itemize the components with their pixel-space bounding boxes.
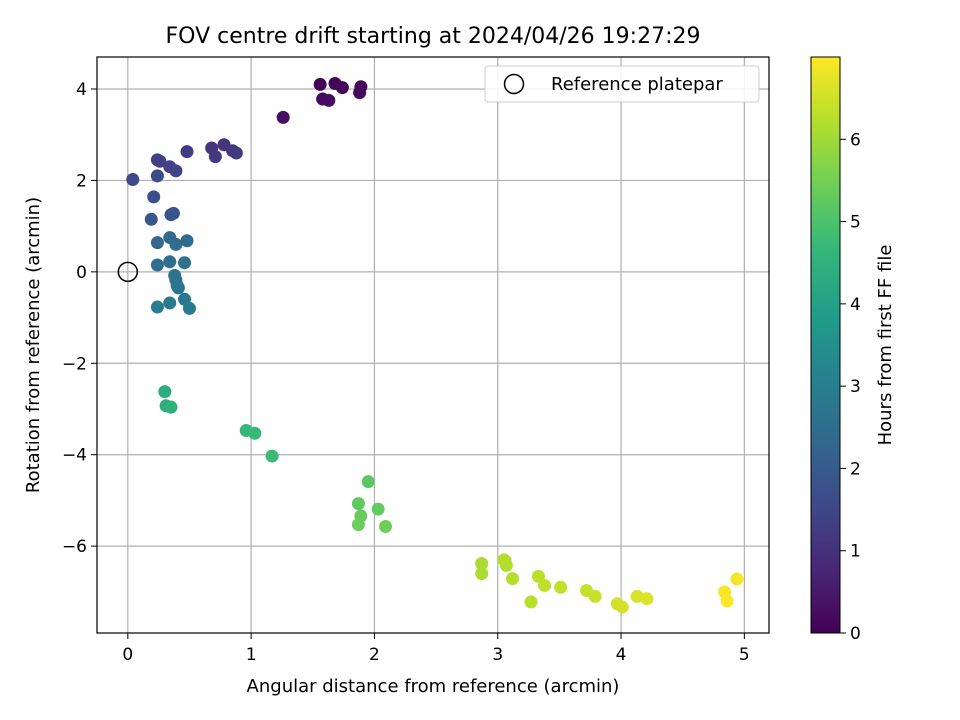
data-points [126, 77, 744, 614]
y-tick-label: 4 [76, 80, 87, 100]
x-tick-label: 5 [739, 645, 750, 665]
data-point [150, 258, 164, 272]
data-point [150, 300, 164, 314]
colorbar-tick-label: 5 [850, 213, 861, 233]
data-point [248, 426, 262, 440]
y-tick-label: −6 [62, 537, 87, 557]
data-point [379, 519, 393, 533]
colorbar-strip [810, 56, 841, 634]
y-axis-ticks: −6 −4 −2 0 2 4 [62, 80, 97, 557]
data-point [588, 589, 602, 603]
legend-reference-icon [503, 73, 525, 95]
x-tick-label: 3 [492, 645, 503, 665]
data-point [169, 164, 183, 178]
grid [97, 57, 769, 633]
colorbar-tick-label: 1 [850, 542, 861, 562]
plot-frame [96, 56, 770, 634]
data-point [615, 600, 629, 614]
data-point [351, 518, 365, 532]
x-tick-label: 0 [122, 645, 133, 665]
chart-title: FOV centre drift starting at 2024/04/26 … [166, 24, 701, 49]
data-point [163, 255, 177, 269]
colorbar-ticks: 0 1 2 3 4 5 6 [840, 130, 861, 644]
colorbar-label: Hours from first FF file [875, 245, 896, 446]
data-point [126, 173, 140, 187]
x-axis-ticks: 0 1 2 3 4 5 [122, 633, 750, 665]
data-point [353, 86, 367, 100]
data-point [276, 110, 290, 124]
colorbar-tick-label: 2 [850, 459, 861, 479]
data-point [208, 150, 222, 164]
y-axis-label: Rotation from reference (arcmin) [23, 197, 44, 493]
data-point [497, 553, 511, 567]
colorbar-tick-label: 0 [850, 624, 861, 644]
data-point [630, 589, 644, 603]
data-point [178, 256, 192, 270]
x-tick-label: 2 [369, 645, 380, 665]
colorbar-tick-label: 4 [850, 295, 861, 315]
data-point [720, 594, 734, 608]
data-point [163, 296, 177, 310]
y-tick-label: −4 [62, 446, 87, 466]
data-point [313, 77, 327, 91]
data-point [475, 567, 489, 581]
data-point [150, 236, 164, 250]
data-point [335, 81, 349, 95]
data-point [371, 502, 385, 516]
data-point [164, 400, 178, 414]
x-axis-label: Angular distance from reference (arcmin) [247, 676, 620, 697]
data-point [640, 592, 654, 606]
data-point [475, 557, 489, 571]
legend-box [484, 65, 760, 103]
data-point [506, 572, 520, 586]
data-point [169, 237, 183, 251]
data-point [554, 580, 568, 594]
data-point [150, 169, 164, 183]
data-point [524, 595, 538, 609]
data-point [531, 569, 545, 583]
legend-entry-reference: Reference platepar [551, 74, 723, 95]
data-point [147, 190, 161, 204]
x-tick-label: 4 [616, 645, 627, 665]
data-point [171, 281, 185, 295]
legend: Reference platepar [484, 65, 760, 103]
data-point [538, 578, 552, 592]
data-point [158, 385, 172, 399]
data-point [265, 449, 279, 463]
colorbar-tick-label: 6 [850, 130, 861, 150]
data-point [180, 145, 194, 159]
data-point [166, 206, 180, 220]
colorbar-tick-label: 3 [850, 377, 861, 397]
data-point [144, 212, 158, 226]
data-point [229, 146, 243, 160]
reference-platepar-marker [117, 261, 139, 283]
data-point [351, 497, 365, 511]
data-point [182, 301, 196, 315]
y-tick-label: 2 [76, 171, 87, 191]
y-tick-label: 0 [76, 263, 87, 283]
y-tick-label: −2 [62, 354, 87, 374]
x-tick-label: 1 [246, 645, 257, 665]
data-point [322, 93, 336, 107]
data-point [153, 154, 167, 168]
colorbar: 0 1 2 3 4 5 6 Hours from first FF file [810, 56, 896, 644]
data-point [361, 475, 375, 489]
data-point [180, 234, 194, 248]
data-point [730, 572, 744, 586]
